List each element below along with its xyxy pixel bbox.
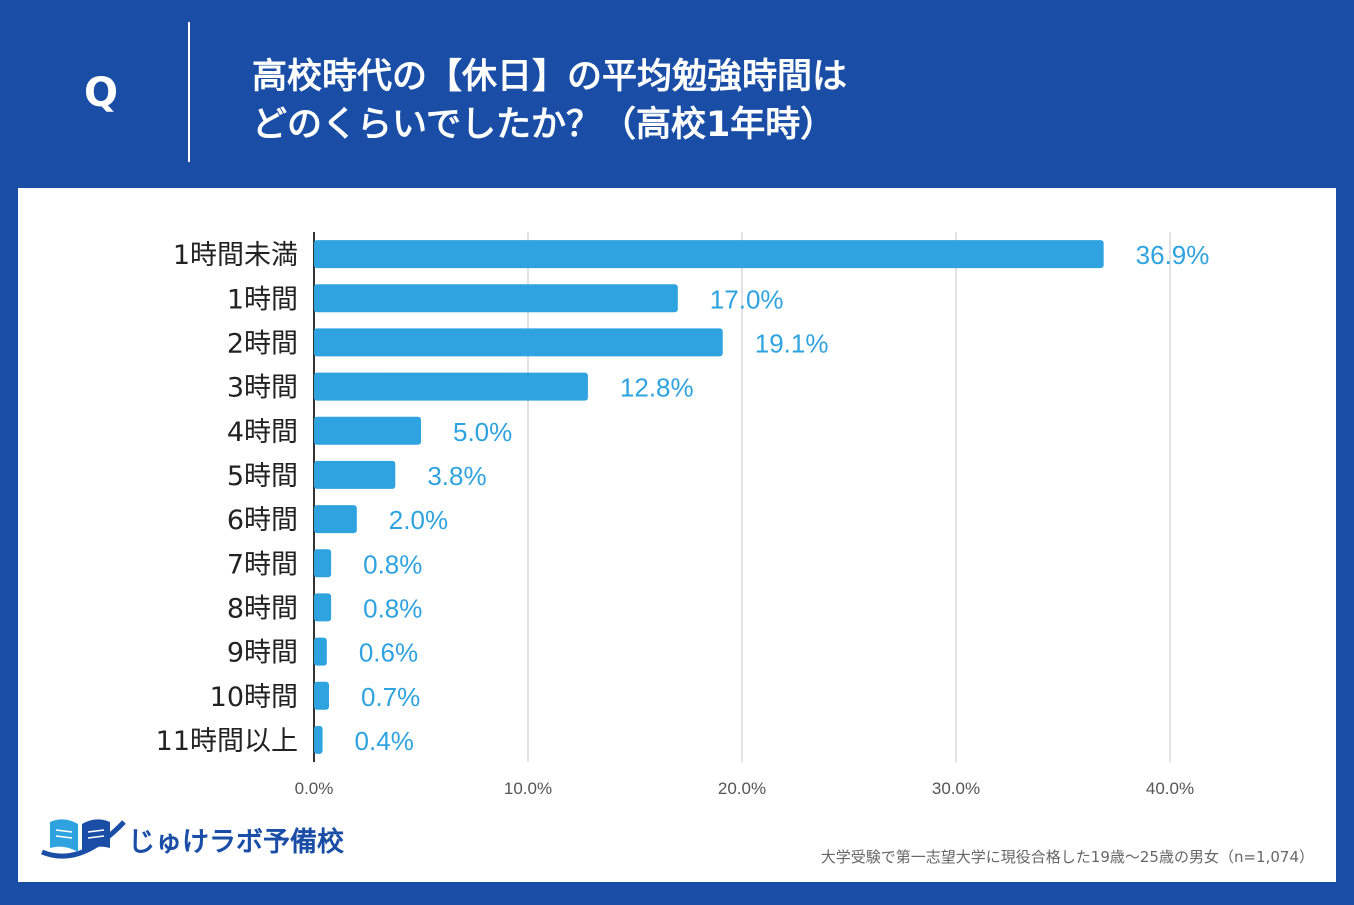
chart-panel: 0.0% 10.0% 20.0% 30.0% 40.0% 1時間未満 36.9% 1時間 17.…	[18, 188, 1336, 882]
x-tick-label: 20.0%	[718, 779, 766, 798]
category-label: 6時間	[227, 505, 298, 536]
category-label: 8時間	[227, 593, 298, 624]
bar-chart: 0.0% 10.0% 20.0% 30.0% 40.0% 1時間未満 36.9% 1時間 17.…	[156, 232, 1210, 798]
bar	[314, 284, 678, 313]
data-label: 5.0%	[453, 417, 512, 447]
bar	[314, 681, 329, 710]
category-label: 4時間	[227, 417, 298, 448]
question-mark-label: Q	[84, 70, 119, 116]
data-label: 0.8%	[363, 593, 422, 623]
bar	[314, 549, 332, 578]
category-label: 3時間	[227, 373, 298, 404]
data-label: 2.0%	[389, 505, 448, 535]
category-label: 7時間	[227, 549, 298, 580]
data-label: 0.7%	[361, 682, 420, 712]
category-label: 1時間未満	[173, 240, 298, 271]
bar	[314, 416, 421, 445]
bar	[314, 725, 323, 754]
data-label: 0.8%	[363, 549, 422, 579]
x-tick-label: 0.0%	[295, 779, 334, 798]
data-label: 17.0%	[710, 284, 784, 314]
question-title-line-1: 高校時代の【休日】の平均勉強時間は	[252, 57, 848, 97]
bar	[314, 328, 723, 357]
data-label: 3.8%	[427, 461, 486, 491]
bar	[314, 460, 396, 489]
category-label: 5時間	[227, 461, 298, 492]
bar	[314, 593, 332, 622]
question-title-line-2: どのくらいでしたか？（高校1年時）	[252, 105, 836, 145]
header: Q 高校時代の【休日】の平均勉強時間は どのくらいでしたか？（高校1年時）	[0, 0, 1354, 188]
open-book-icon	[41, 819, 126, 859]
header-divider	[188, 22, 190, 162]
bar	[314, 240, 1104, 269]
x-tick-label: 30.0%	[932, 779, 980, 798]
category-label: 10時間	[210, 682, 298, 713]
data-label: 12.8%	[620, 373, 694, 403]
footnote: 大学受験で第一志望大学に現役合格した19歳～25歳の男女（n=1,074）	[820, 848, 1314, 866]
data-label: 0.4%	[355, 726, 414, 756]
category-label: 9時間	[227, 638, 298, 669]
category-label: 11時間以上	[156, 726, 298, 757]
x-tick-label: 10.0%	[504, 779, 552, 798]
logo-text: じゅけラボ予備校	[128, 827, 344, 858]
category-label: 2時間	[227, 328, 298, 359]
bar	[314, 505, 357, 534]
category-label: 1時間	[227, 284, 298, 315]
x-tick-label: 40.0%	[1146, 779, 1194, 798]
data-label: 36.9%	[1136, 240, 1210, 270]
data-label: 19.1%	[755, 328, 829, 358]
bar	[314, 637, 327, 666]
data-label: 0.6%	[359, 638, 418, 668]
bar	[314, 372, 588, 401]
logo: じゅけラボ予備校	[40, 808, 370, 868]
